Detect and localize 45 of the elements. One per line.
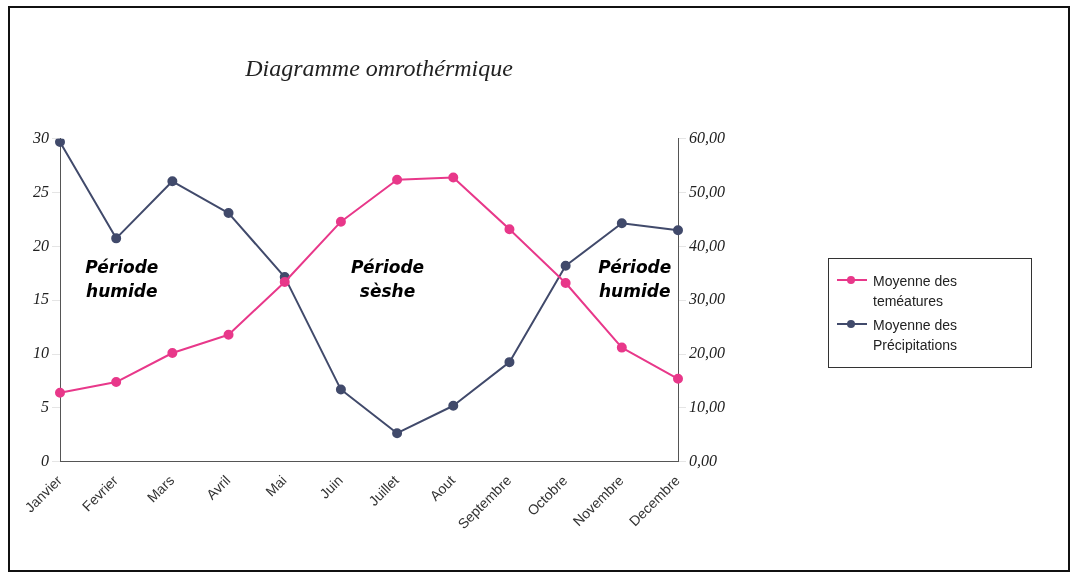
point [279, 276, 290, 287]
point [223, 329, 234, 340]
annotation: Période humide [598, 257, 672, 302]
y2-tick-label: 10,00 [689, 398, 725, 416]
y-tick-label: 15 [33, 290, 49, 308]
point [335, 384, 346, 395]
point [560, 278, 571, 289]
point [111, 233, 122, 244]
point [392, 174, 403, 185]
point [616, 218, 627, 229]
point [55, 138, 65, 148]
annotation: Période humide [85, 257, 159, 302]
point [392, 428, 403, 439]
y2-tick-label: 40,00 [689, 236, 725, 254]
y-tick-label: 30 [32, 129, 49, 146]
point [55, 387, 65, 398]
y-tick-label: 10 [33, 344, 49, 362]
point [167, 176, 178, 187]
y2-tick-label: 0,00 [689, 451, 717, 469]
point [504, 357, 515, 368]
y-tick-label: 5 [41, 398, 49, 416]
point [673, 373, 683, 384]
y-tick-label: 0 [41, 451, 49, 469]
point [616, 342, 627, 353]
x-tick-label: Mai [262, 472, 290, 500]
point [167, 347, 178, 358]
y2-tick-label: 50,00 [689, 182, 725, 200]
y2-tick-label: 30,00 [688, 290, 725, 308]
y-tick-label: 25 [33, 182, 49, 200]
legend-label: Moyenne des Précipitations [873, 316, 959, 355]
annotation: Période sèshe [350, 257, 425, 302]
point [448, 172, 459, 183]
y-tick-label: 20 [33, 236, 49, 254]
point [673, 225, 683, 236]
legend-label: Moyenne des teméatures [873, 272, 959, 311]
point [335, 216, 346, 227]
x-tick-label: Juin [316, 472, 346, 502]
y2-tick-label: 60,00 [689, 129, 725, 146]
point [223, 208, 234, 219]
point [448, 400, 459, 411]
y2-tick-label: 20,00 [689, 344, 725, 362]
chart-title: Diagramme omrothérmique [244, 54, 514, 81]
point [111, 377, 122, 388]
point [560, 260, 571, 271]
point [504, 224, 515, 235]
